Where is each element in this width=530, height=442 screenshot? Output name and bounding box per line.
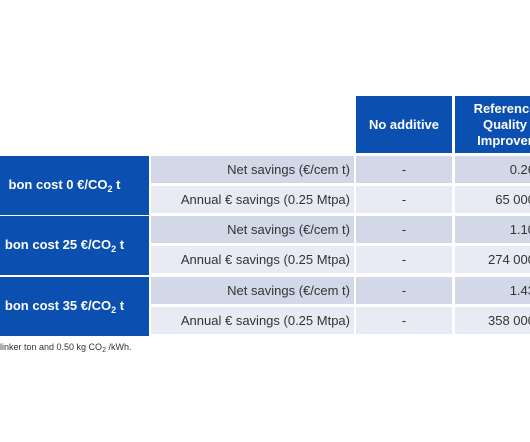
cell-no-additive: - bbox=[356, 307, 452, 334]
row-label: Annual € savings (0.25 Mtpa) bbox=[151, 307, 354, 334]
group-header-carbon-25: bon cost 25 €/CO2 t bbox=[0, 216, 149, 275]
header-reference-line-1: Reference bbox=[473, 100, 530, 116]
group-header-label: bon cost 35 €/CO2 t bbox=[4, 298, 125, 315]
cell-no-additive: - bbox=[356, 186, 452, 213]
group-header-label: bon cost 0 €/CO2 t bbox=[8, 177, 121, 194]
row-label: Net savings (€/cem t) bbox=[151, 156, 354, 183]
cell-no-additive: - bbox=[356, 277, 452, 304]
row-label: Annual € savings (0.25 Mtpa) bbox=[151, 246, 354, 273]
cell-reference: 1.43 bbox=[455, 277, 530, 304]
cell-no-additive: - bbox=[356, 246, 452, 273]
cell-reference: 1.10 bbox=[455, 216, 530, 243]
header-no-additive: No additive bbox=[356, 96, 452, 153]
cell-reference: 274 000 bbox=[455, 246, 530, 273]
group-header-carbon-0: bon cost 0 €/CO2 t bbox=[0, 156, 149, 215]
header-reference-line-2: Quality bbox=[482, 116, 528, 132]
cell-reference: 0.26 bbox=[455, 156, 530, 183]
cell-no-additive: - bbox=[356, 216, 452, 243]
row-label: Annual € savings (0.25 Mtpa) bbox=[151, 186, 354, 213]
header-reference-quality-improver: Reference Quality Improver bbox=[455, 96, 530, 153]
footnote: linker ton and 0.50 kg CO2 /kWh. bbox=[0, 342, 132, 354]
cell-reference: 65 000 bbox=[455, 186, 530, 213]
header-reference-line-3: Improver bbox=[477, 132, 530, 148]
row-label: Net savings (€/cem t) bbox=[151, 277, 354, 304]
group-header-carbon-35: bon cost 35 €/CO2 t bbox=[0, 277, 149, 336]
header-no-additive-label: No additive bbox=[368, 116, 440, 132]
cell-reference: 358 000 bbox=[455, 307, 530, 334]
cell-no-additive: - bbox=[356, 156, 452, 183]
row-label: Net savings (€/cem t) bbox=[151, 216, 354, 243]
group-header-label: bon cost 25 €/CO2 t bbox=[4, 237, 125, 254]
